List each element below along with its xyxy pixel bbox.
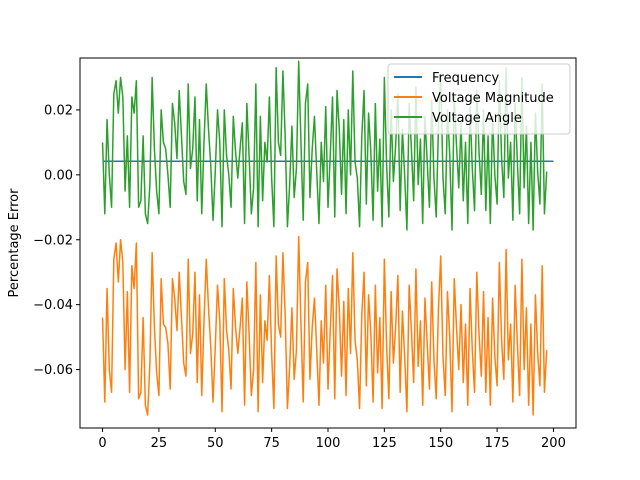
x-tick-label: 200 <box>541 436 566 451</box>
series-line-voltage-magnitude <box>101 235 548 416</box>
series-line-voltage-angle <box>101 60 548 231</box>
legend-label-voltage-angle: Voltage Angle <box>432 111 522 126</box>
x-axis-ticks: 0 25 50 75 100 125 150 175 200 <box>98 428 566 451</box>
x-tick-label: 125 <box>372 436 397 451</box>
y-axis-label: Percentage Error <box>7 188 22 298</box>
y-axis-ticks: −0.06 −0.04 −0.02 0.00 0.02 <box>33 103 80 378</box>
legend-label-voltage-magnitude: Voltage Magnitude <box>432 91 554 106</box>
y-tick-label: 0.02 <box>44 103 73 118</box>
x-tick-label: 50 <box>207 436 224 451</box>
y-tick-label: −0.02 <box>33 233 73 248</box>
x-tick-label: 25 <box>151 436 168 451</box>
x-tick-label: 0 <box>98 436 106 451</box>
x-tick-label: 100 <box>316 436 341 451</box>
x-tick-label: 150 <box>428 436 453 451</box>
y-tick-label: 0.00 <box>44 168 73 183</box>
y-tick-label: −0.06 <box>33 363 73 378</box>
x-tick-label: 75 <box>263 436 280 451</box>
legend-label-frequency: Frequency <box>432 71 499 86</box>
legend-box <box>387 63 571 135</box>
y-tick-label: −0.04 <box>33 298 73 313</box>
legend: Frequency Voltage Magnitude Voltage Angle <box>387 63 571 135</box>
x-tick-label: 175 <box>485 436 510 451</box>
series-layer <box>101 60 554 416</box>
